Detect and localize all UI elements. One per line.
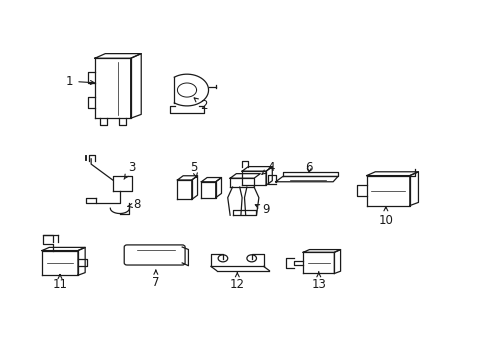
- Text: 1: 1: [66, 75, 94, 88]
- Text: 12: 12: [229, 272, 244, 291]
- Text: 10: 10: [378, 207, 392, 227]
- Text: 8: 8: [127, 198, 140, 211]
- Circle shape: [246, 255, 256, 262]
- Text: 2: 2: [194, 98, 207, 112]
- Text: 7: 7: [152, 270, 159, 289]
- Text: 6: 6: [305, 161, 312, 174]
- Text: 11: 11: [52, 274, 67, 291]
- Circle shape: [218, 255, 227, 262]
- FancyBboxPatch shape: [124, 245, 184, 265]
- Text: 4: 4: [262, 161, 274, 174]
- Text: 13: 13: [311, 272, 325, 291]
- Text: 3: 3: [124, 161, 135, 179]
- Text: 9: 9: [255, 203, 269, 216]
- Text: 5: 5: [190, 161, 198, 177]
